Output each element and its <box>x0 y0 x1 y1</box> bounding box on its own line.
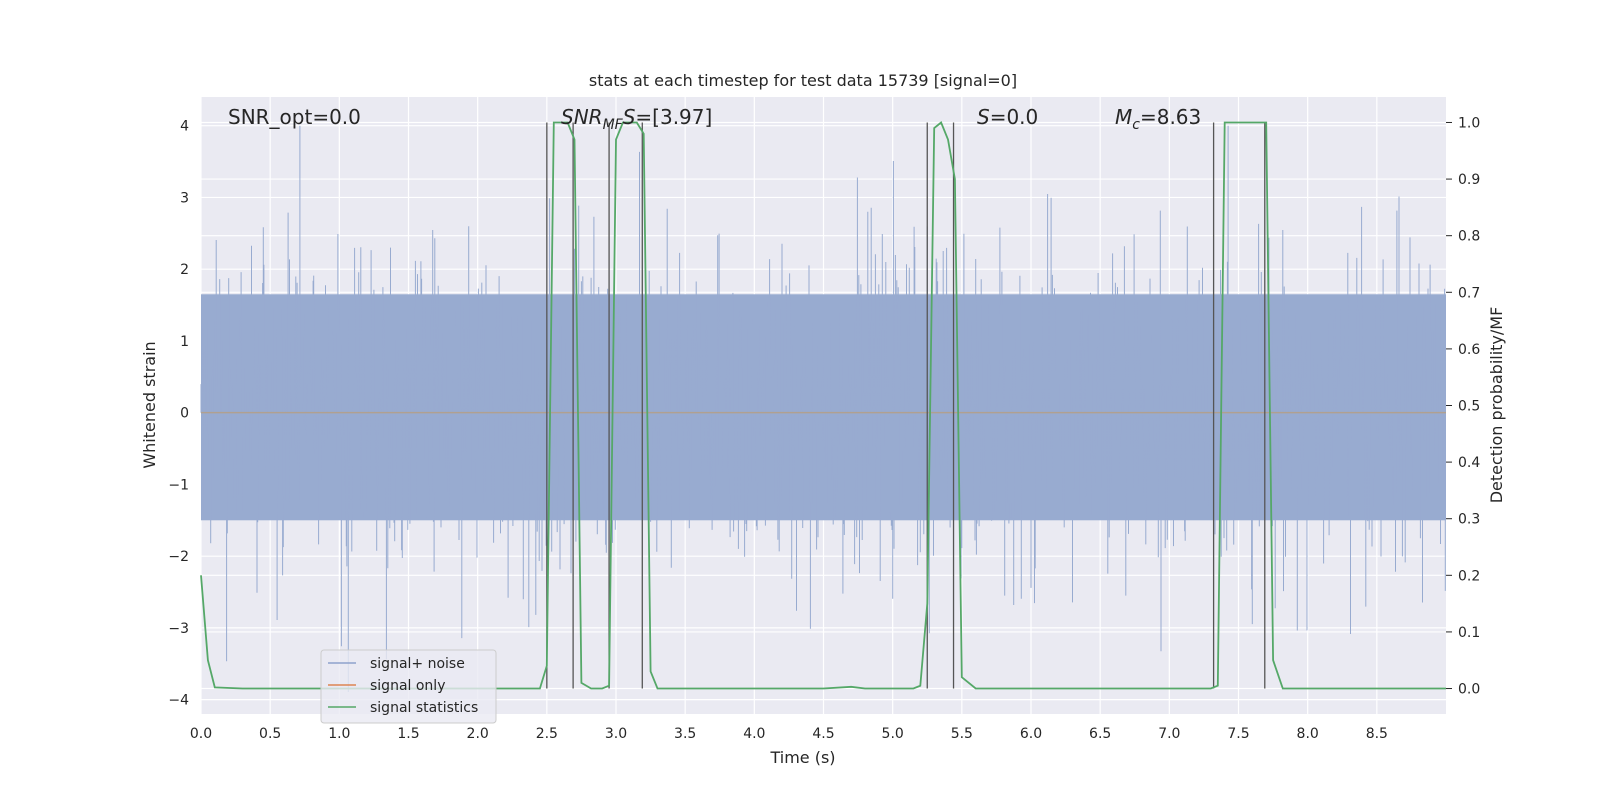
chart-title: stats at each timestep for test data 157… <box>589 71 1017 90</box>
x-tick-label: 7.0 <box>1158 726 1180 742</box>
x-tick-label: 6.0 <box>1020 726 1042 742</box>
right-axis-ticks: 0.0 0.1 0.2 0.3 0.4 0.5 0.6 0.7 0.8 0.9 1.0 <box>1446 115 1480 698</box>
right-tick-label: 0.3 <box>1458 512 1480 528</box>
x-axis-label: Time (s) <box>769 748 835 767</box>
left-tick-label: −4 <box>168 693 189 709</box>
x-tick-label: 7.5 <box>1227 726 1249 742</box>
right-tick-label: 0.5 <box>1458 399 1480 415</box>
x-tick-label: 8.0 <box>1297 726 1319 742</box>
x-tick-label: 3.0 <box>605 726 627 742</box>
left-tick-label: 2 <box>180 262 189 278</box>
right-tick-label: 0.1 <box>1458 625 1480 641</box>
x-tick-label: 8.5 <box>1366 726 1388 742</box>
snr-mf-annotation: SNRMFS=[3.97] <box>561 105 712 133</box>
left-axis-label: Whitened strain <box>140 341 159 468</box>
legend-label-stats: signal statistics <box>370 700 478 716</box>
right-tick-label: 0.6 <box>1458 342 1480 358</box>
right-tick-label: 0.8 <box>1458 229 1480 245</box>
signal-statistics-line <box>200 121 1446 690</box>
strain-noise-series <box>200 125 1446 692</box>
x-tick-label: 5.0 <box>882 726 904 742</box>
legend-label-noise: signal+ noise <box>370 656 465 672</box>
left-tick-label: 4 <box>180 119 189 135</box>
legend-box <box>320 649 497 724</box>
left-tick-label: 0 <box>180 406 189 422</box>
right-tick-label: 1.0 <box>1458 115 1480 131</box>
legend: signal+ noise signal only signal statist… <box>320 649 497 724</box>
vertical-markers <box>546 122 1266 689</box>
noise-band <box>201 294 1446 521</box>
x-axis-ticks: 0.0 0.5 1.0 1.5 2.0 2.5 3.0 3.5 4.0 4.5 5.0 5.5 6.0 6… <box>190 726 1388 742</box>
right-axis-label: Detection probability/MF <box>1487 307 1506 504</box>
noise-trace <box>200 125 1446 692</box>
left-axis-ticks: −4 −3 −2 −1 0 1 2 3 4 <box>168 119 189 709</box>
x-tick-label: 4.0 <box>743 726 765 742</box>
right-tick-label: 0.9 <box>1458 172 1480 188</box>
x-tick-label: 2.0 <box>467 726 489 742</box>
x-tick-label: 0.0 <box>190 726 212 742</box>
legend-label-signal: signal only <box>370 678 445 694</box>
left-tick-label: −3 <box>168 621 189 637</box>
right-tick-label: 0.0 <box>1458 682 1480 698</box>
x-tick-label: 2.5 <box>536 726 558 742</box>
left-tick-label: 1 <box>180 334 189 350</box>
x-tick-label: 1.5 <box>397 726 419 742</box>
snr-opt-annotation: SNR_opt=0.0 <box>228 105 361 129</box>
right-tick-label: 0.7 <box>1458 285 1480 301</box>
mc-annotation: Mc=8.63 <box>1115 105 1201 133</box>
x-tick-label: 3.5 <box>674 726 696 742</box>
left-tick-label: −2 <box>168 549 189 565</box>
right-tick-label: 0.2 <box>1458 568 1480 584</box>
x-tick-label: 6.5 <box>1089 726 1111 742</box>
x-tick-label: 1.0 <box>328 726 350 742</box>
s-annotation: S=0.0 <box>977 105 1038 129</box>
x-tick-label: 0.5 <box>259 726 281 742</box>
left-tick-label: −1 <box>168 477 189 493</box>
right-tick-label: 0.4 <box>1458 455 1480 471</box>
x-tick-label: 5.5 <box>951 726 973 742</box>
x-tick-label: 4.5 <box>812 726 834 742</box>
left-tick-label: 3 <box>180 190 189 206</box>
